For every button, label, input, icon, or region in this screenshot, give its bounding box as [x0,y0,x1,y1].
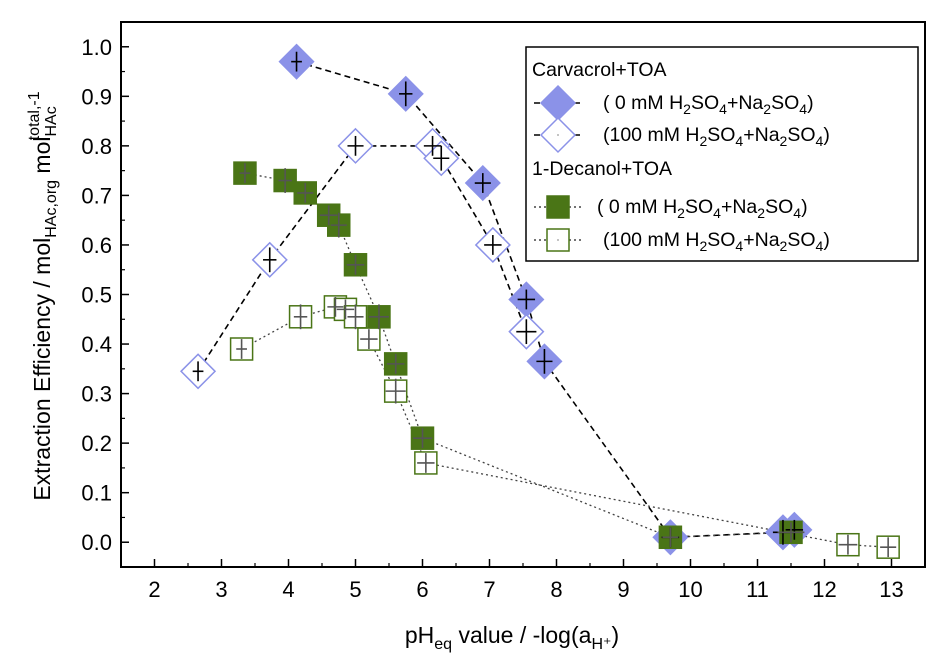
y-tick-label: 1.0 [81,35,112,60]
legend-entry-4: (100 mM H2SO4+Na2SO4) [603,229,830,254]
legend: Carvacrol+TOA 1-Decanol+TOA ( 0 mM H2SO4… [525,46,919,262]
x-tick-label: 10 [678,577,702,602]
legend-group-carvacrol: Carvacrol+TOA [532,59,667,81]
x-axis-title: pHeq value / -log(aH⁺) [405,622,619,653]
legend-group-decanol: 1-Decanol+TOA [532,158,672,180]
x-tick-label: 2 [148,577,160,602]
y-tick-label: 0.3 [81,382,112,407]
x-tick-label: 4 [282,577,294,602]
x-tick-label: 13 [879,577,903,602]
error-bars [192,51,897,558]
y-axis-title: Extraction Efficiency / molHAc,org molHA… [26,91,60,500]
legend-marker-dot [557,134,559,136]
y-tick-label: 0.4 [81,332,112,357]
y-tick-label: 0.0 [81,530,112,555]
legend-samples [534,84,582,252]
x-tick-label: 9 [617,577,629,602]
x-tick-label: 3 [215,577,227,602]
series-4-line [241,306,889,548]
y-tick-label: 0.6 [81,233,112,258]
legend-entry-1: ( 0 mM H2SO4+Na2SO4) [603,92,814,117]
legend-marker-3 [546,195,570,219]
legend-entry-3: ( 0 mM H2SO4+Na2SO4) [597,196,808,221]
legend-box [525,46,919,262]
y-tick-label: 0.1 [81,481,112,506]
axis-ticks: 2 3 4 5 6 7 8 9 10 11 12 13 0.0 0.1 0.2 0.3 0.4 0.5 0.6 0.7… [81,35,903,602]
x-tick-label: 6 [416,577,428,602]
x-tick-label: 7 [483,577,495,602]
y-tick-label: 0.5 [81,283,112,308]
legend-entry-2: (100 mM H2SO4+Na2SO4) [603,124,830,149]
x-tick-label: 12 [812,577,836,602]
y-tick-label: 0.2 [81,431,112,456]
x-tick-label: 5 [349,577,361,602]
x-tick-label: 11 [746,577,769,602]
y-tick-label: 0.8 [81,134,112,159]
legend-marker-dot [557,239,559,241]
y-tick-label: 0.7 [81,183,112,208]
y-tick-label: 0.9 [81,84,112,109]
x-tick-label: 8 [550,577,562,602]
